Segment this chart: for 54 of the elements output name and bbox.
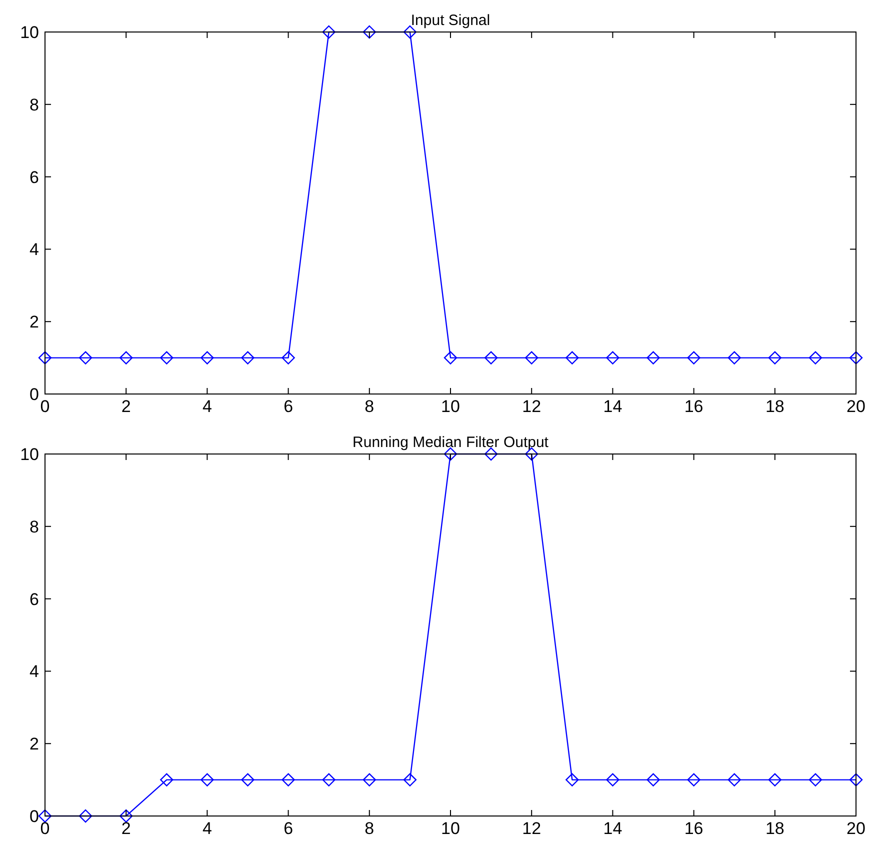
- point: [241, 773, 254, 786]
- x-tick-label: 20: [846, 397, 866, 416]
- x-tick-label: 18: [765, 397, 784, 416]
- x-tick-label: 12: [522, 819, 542, 838]
- point: [282, 773, 295, 786]
- point: [768, 773, 782, 786]
- y-tick-label: 4: [30, 662, 39, 682]
- x-tick-label: 6: [284, 819, 294, 838]
- x-tick-label: 6: [284, 397, 294, 416]
- y-tick-label: 2: [30, 734, 39, 754]
- x-tick-label: 12: [522, 397, 542, 416]
- point: [728, 773, 741, 786]
- x-tick-label: 8: [364, 397, 374, 416]
- point: [646, 773, 660, 786]
- x-tick-label: 4: [202, 397, 212, 416]
- x-tick-label: 10: [441, 819, 460, 838]
- point: [160, 773, 174, 786]
- point: [120, 809, 133, 823]
- y-tick-label: 6: [30, 590, 39, 609]
- x-tick-label: 16: [684, 819, 704, 838]
- point: [403, 773, 417, 786]
- point: [38, 809, 52, 823]
- chart-title: Input Signal: [410, 12, 490, 29]
- point: [362, 773, 376, 786]
- x-tick-label: 14: [603, 819, 622, 838]
- y-tick-label: 0: [30, 807, 39, 826]
- x-tick-label: 20: [846, 819, 866, 838]
- x-tick-label: 18: [765, 819, 784, 838]
- point: [200, 773, 214, 786]
- point: [687, 773, 700, 786]
- point: [78, 809, 92, 823]
- y-tick-label: 8: [30, 95, 39, 114]
- x-tick-label: 10: [441, 397, 460, 416]
- chart-title: Running Median Filter Output: [352, 434, 550, 451]
- point: [322, 773, 336, 786]
- x-tick-label: 2: [121, 819, 131, 838]
- y-tick-label: 10: [20, 445, 39, 464]
- y-tick-label: 8: [30, 517, 39, 536]
- x-tick-label: 16: [684, 397, 704, 416]
- y-tick-label: 2: [30, 312, 39, 332]
- point: [484, 447, 498, 461]
- point: [849, 773, 863, 786]
- point: [566, 773, 579, 786]
- y-tick-label: 10: [20, 23, 39, 42]
- x-tick-label: 14: [603, 397, 622, 416]
- point: [606, 773, 620, 786]
- point: [444, 447, 458, 461]
- point: [808, 773, 822, 786]
- x-tick-label: 8: [364, 819, 374, 838]
- x-tick-label: 4: [202, 819, 212, 838]
- x-tick-label: 2: [121, 397, 131, 416]
- y-tick-label: 0: [30, 385, 39, 404]
- y-tick-label: 4: [30, 240, 39, 260]
- y-tick-label: 6: [30, 168, 39, 187]
